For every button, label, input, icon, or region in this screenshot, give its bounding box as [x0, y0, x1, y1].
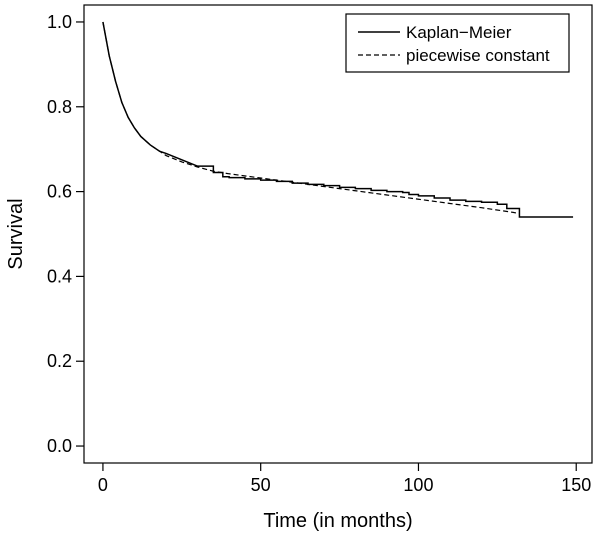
- y-axis: 0.0 0.2 0.4 0.6 0.8 1.0: [47, 12, 84, 456]
- y-tick-label: 0.0: [47, 436, 72, 456]
- legend-label-piecewise-constant: piecewise constant: [406, 46, 550, 65]
- y-tick-label: 0.6: [47, 182, 72, 202]
- x-tick-label: 150: [561, 475, 591, 495]
- y-tick-label: 0.4: [47, 266, 72, 286]
- legend: Kaplan−Meier piecewise constant: [345, 13, 570, 73]
- plot-area: [83, 4, 593, 464]
- x-axis-label: Time (in months): [263, 510, 412, 532]
- x-tick-label: 50: [251, 475, 271, 495]
- x-tick-label: 0: [98, 475, 108, 495]
- legend-box: [345, 13, 570, 73]
- y-axis-label: Survival: [5, 198, 27, 269]
- series-layer: [102, 21, 574, 218]
- x-tick-label: 100: [403, 475, 433, 495]
- y-tick-label: 1.0: [47, 12, 72, 32]
- y-tick-label: 0.8: [47, 97, 72, 117]
- plot-frame: [83, 4, 593, 464]
- legend-label-kaplan-meier: Kaplan−Meier: [406, 23, 512, 42]
- series-line-piecewise-constant: [102, 21, 520, 215]
- x-axis: 0 50 100 150: [98, 463, 591, 495]
- y-tick-label: 0.2: [47, 351, 72, 371]
